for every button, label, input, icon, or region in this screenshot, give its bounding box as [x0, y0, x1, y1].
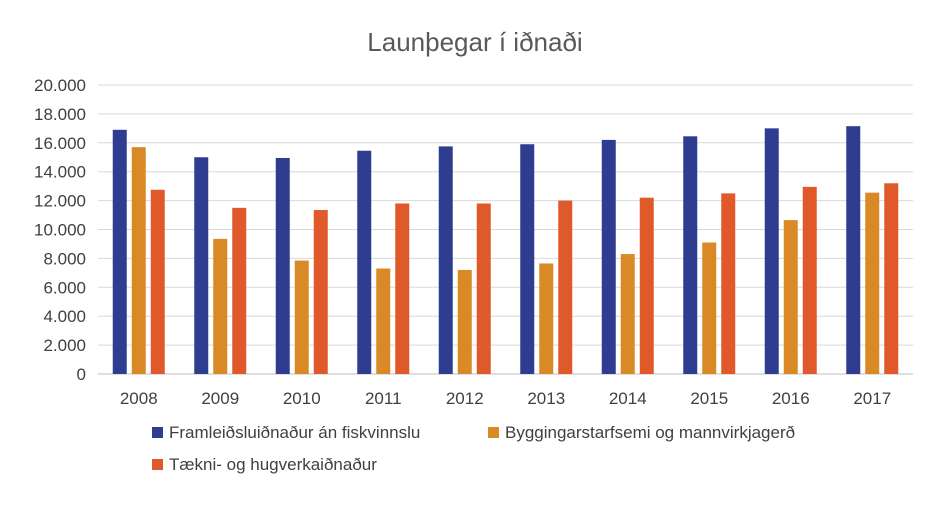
bar-2011-series-1	[357, 150, 372, 374]
bar-2010-series-1	[275, 157, 290, 374]
bar-2017-series-1	[846, 126, 861, 375]
bar-2010-series-3	[313, 209, 328, 374]
x-tick-label: 2008	[120, 389, 158, 408]
y-tick-label: 6.000	[43, 278, 86, 297]
bar-2016-series-1	[764, 128, 779, 374]
bar-2017-series-2	[865, 192, 880, 374]
x-axis-ticks: 2008 2009 2010 2011 2012 2013 2014 2015 2016 2017	[120, 389, 891, 408]
x-tick-label: 2009	[201, 389, 239, 408]
bar-2015-series-3	[721, 193, 736, 374]
x-tick-label: 2011	[365, 389, 402, 408]
legend: Framleiðsluiðnaður án fiskvinnslu Bygging…	[152, 423, 795, 474]
legend-label: Byggingarstarfsemi og mannvirkjagerð	[505, 423, 795, 442]
y-tick-label: 18.000	[34, 105, 86, 124]
y-tick-label: 2.000	[43, 336, 86, 355]
x-tick-label: 2013	[527, 389, 565, 408]
bar-2016-series-2	[783, 220, 798, 374]
bar-2012-series-2	[457, 269, 472, 374]
bar-2014-series-3	[639, 197, 654, 374]
legend-swatch	[152, 459, 163, 470]
y-tick-label: 4.000	[43, 307, 86, 326]
x-tick-label: 2010	[283, 389, 321, 408]
chart-title: Launþegar í iðnaði	[367, 27, 582, 57]
y-tick-label: 12.000	[34, 192, 86, 211]
legend-label: Tækni- og hugverkaiðnaður	[169, 455, 377, 474]
bar-2015-series-2	[702, 242, 717, 374]
bar-2009-series-2	[213, 238, 228, 374]
bar-2010-series-2	[294, 260, 309, 374]
bar-2009-series-1	[194, 157, 209, 374]
x-tick-label: 2015	[690, 389, 728, 408]
bar-2008-series-3	[150, 189, 165, 374]
bar-2011-series-2	[376, 268, 391, 374]
bar-2012-series-1	[438, 146, 453, 374]
y-tick-label: 8.000	[43, 249, 86, 268]
bar-2017-series-3	[884, 183, 899, 374]
y-tick-label: 16.000	[34, 134, 86, 153]
bar-2013-series-3	[558, 200, 573, 374]
x-tick-label: 2012	[446, 389, 484, 408]
legend-swatch	[488, 427, 499, 438]
bar-2016-series-3	[802, 186, 817, 374]
y-tick-label: 10.000	[34, 221, 86, 240]
bar-2008-series-2	[131, 147, 146, 374]
x-tick-label: 2017	[853, 389, 891, 408]
bar-2014-series-1	[601, 139, 616, 374]
bar-2009-series-3	[232, 207, 247, 374]
bars	[112, 126, 899, 375]
bar-2013-series-2	[539, 263, 554, 374]
legend-label: Framleiðsluiðnaður án fiskvinnslu	[169, 423, 420, 442]
x-tick-label: 2016	[772, 389, 810, 408]
bar-2008-series-1	[112, 129, 127, 374]
y-tick-label: 20.000	[34, 76, 86, 95]
x-tick-label: 2014	[609, 389, 647, 408]
legend-swatch	[152, 427, 163, 438]
bar-2013-series-1	[520, 144, 535, 374]
y-tick-label: 0	[77, 365, 86, 384]
bar-2011-series-3	[395, 203, 410, 374]
bar-2012-series-3	[476, 203, 491, 374]
bar-2014-series-2	[620, 254, 635, 374]
bar-2015-series-1	[683, 136, 698, 374]
y-tick-label: 14.000	[34, 163, 86, 182]
y-axis-ticks: 0 2.000 4.000 6.000 8.000 10.000 12.000 14.000 1…	[34, 76, 86, 384]
